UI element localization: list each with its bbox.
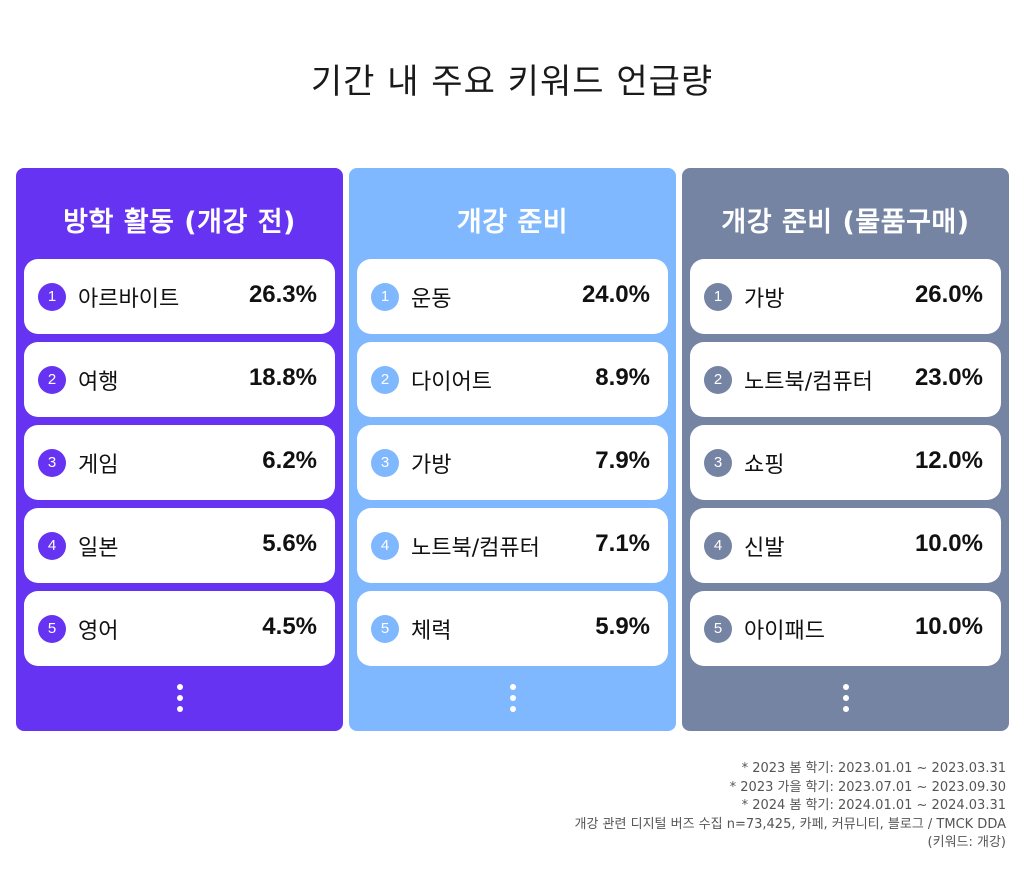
keyword-label: 신발 [744,536,785,561]
rank-card: 1 아르바이트 26.3% [24,259,335,334]
rank-card: 4 일본 5.6% [24,508,335,583]
percent-value: 5.6% [262,530,317,557]
panel-vacation-activities: 방학 활동 (개강 전) 1 아르바이트 26.3% 2 여행 18.8% 3 … [16,168,343,731]
rank-badge: 3 [371,449,399,477]
footnote-line: (키워드: 개강) [927,835,1006,850]
panel-title: 개강 준비 (물품구매) [721,207,970,238]
percent-value: 26.0% [914,281,983,308]
keyword-label: 여행 [78,370,119,395]
percent-value: 10.0% [914,613,983,640]
rank-badge: 4 [38,532,66,560]
rank-card: 3 쇼핑 12.0% [690,425,1001,500]
keyword-label: 체력 [411,619,452,644]
rank-badge: 1 [371,283,399,311]
chart-title: 기간 내 주요 키워드 언급량 [310,62,714,102]
keyword-label: 쇼핑 [744,453,785,478]
keyword-label: 노트북/컴퓨터 [744,370,873,395]
percent-value: 7.9% [595,447,650,474]
more-vertical-icon [682,684,1009,714]
rank-card: 1 가방 26.0% [690,259,1001,334]
rank-badge: 3 [38,449,66,477]
rank-badge: 2 [38,366,66,394]
percent-value: 4.5% [262,613,317,640]
panel-semester-prep: 개강 준비 1 운동 24.0% 2 다이어트 8.9% 3 가방 7.9% 4… [349,168,676,731]
keyword-label: 다이어트 [411,370,492,395]
footnote-line: * 2023 가을 학기: 2023.07.01 ~ 2023.09.30 [729,779,1006,795]
footnotes: * 2023 봄 학기: 2023.01.01 ~ 2023.03.31 * 2… [575,760,1007,853]
rank-card: 2 다이어트 8.9% [357,342,668,417]
keyword-label: 노트북/컴퓨터 [411,536,540,561]
percent-value: 6.2% [262,447,317,474]
percent-value: 10.0% [914,530,983,557]
keyword-label: 일본 [78,536,119,561]
more-vertical-icon [349,684,676,714]
keyword-label: 운동 [411,287,452,312]
percent-value: 8.9% [595,364,650,391]
rank-card: 3 가방 7.9% [357,425,668,500]
rank-badge: 1 [704,283,732,311]
rank-card: 1 운동 24.0% [357,259,668,334]
rank-badge: 2 [371,366,399,394]
footnote-line: * 2024 봄 학기: 2024.01.01 ~ 2024.03.31 [741,798,1006,813]
footnote-line: * 2023 봄 학기: 2023.01.01 ~ 2023.03.31 [741,761,1006,776]
rank-badge: 2 [704,366,732,394]
rank-badge: 5 [38,615,66,643]
keyword-label: 게임 [78,453,119,478]
rank-card: 2 노트북/컴퓨터 23.0% [690,342,1001,417]
percent-value: 24.0% [581,281,650,308]
percent-value: 26.3% [248,281,317,308]
footnote-line: 개강 관련 디지털 버즈 수집 n=73,425, 카페, 커뮤니티, 블로그 … [574,816,1007,832]
rank-card: 2 여행 18.8% [24,342,335,417]
rank-badge: 1 [38,283,66,311]
rank-card: 5 체력 5.9% [357,591,668,666]
rank-badge: 3 [704,449,732,477]
panel-title: 개강 준비 [456,207,569,238]
keyword-label: 가방 [744,287,785,312]
percent-value: 12.0% [914,447,983,474]
keyword-label: 가방 [411,453,452,478]
more-vertical-icon [16,684,343,714]
panel-semester-prep-purchases: 개강 준비 (물품구매) 1 가방 26.0% 2 노트북/컴퓨터 23.0% … [682,168,1009,731]
rank-badge: 4 [371,532,399,560]
rank-card: 5 아이패드 10.0% [690,591,1001,666]
rank-card: 5 영어 4.5% [24,591,335,666]
rank-badge: 5 [371,615,399,643]
panel-title: 방학 활동 (개강 전) [63,207,296,238]
percent-value: 23.0% [914,364,983,391]
rank-badge: 4 [704,532,732,560]
rank-card: 4 노트북/컴퓨터 7.1% [357,508,668,583]
keyword-label: 영어 [78,619,119,644]
percent-value: 7.1% [595,530,650,557]
percent-value: 18.8% [248,364,317,391]
rank-card: 4 신발 10.0% [690,508,1001,583]
rank-card: 3 게임 6.2% [24,425,335,500]
keyword-label: 아이패드 [744,619,825,644]
percent-value: 5.9% [595,613,650,640]
keyword-label: 아르바이트 [78,287,180,312]
rank-badge: 5 [704,615,732,643]
